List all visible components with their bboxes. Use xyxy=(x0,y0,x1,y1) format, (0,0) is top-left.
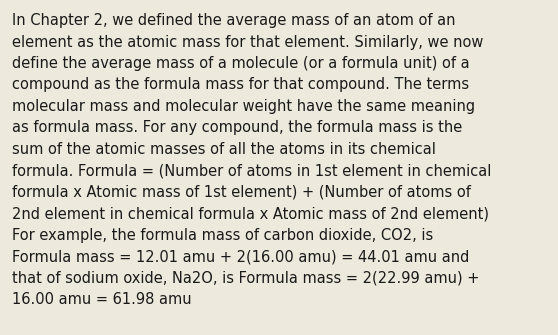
Text: as formula mass. For any compound, the formula mass is the: as formula mass. For any compound, the f… xyxy=(12,121,462,135)
Text: formula x Atomic mass of 1st element) + (Number of atoms of: formula x Atomic mass of 1st element) + … xyxy=(12,185,471,200)
Text: In Chapter 2, we defined the average mass of an atom of an: In Chapter 2, we defined the average mas… xyxy=(12,13,455,28)
Text: 16.00 amu = 61.98 amu: 16.00 amu = 61.98 amu xyxy=(12,292,191,308)
Text: 2nd element in chemical formula x Atomic mass of 2nd element): 2nd element in chemical formula x Atomic… xyxy=(12,206,489,221)
Text: Formula mass = 12.01 amu + 2(16.00 amu) = 44.01 amu and: Formula mass = 12.01 amu + 2(16.00 amu) … xyxy=(12,250,469,265)
Text: For example, the formula mass of carbon dioxide, CO2, is: For example, the formula mass of carbon … xyxy=(12,228,433,243)
Text: sum of the atomic masses of all the atoms in its chemical: sum of the atomic masses of all the atom… xyxy=(12,142,436,157)
Text: compound as the formula mass for that compound. The terms: compound as the formula mass for that co… xyxy=(12,77,469,92)
Text: define the average mass of a molecule (or a formula unit) of a: define the average mass of a molecule (o… xyxy=(12,56,470,71)
Text: formula. Formula = (Number of atoms in 1st element in chemical: formula. Formula = (Number of atoms in 1… xyxy=(12,163,492,179)
Text: element as the atomic mass for that element. Similarly, we now: element as the atomic mass for that elem… xyxy=(12,35,483,50)
Text: molecular mass and molecular weight have the same meaning: molecular mass and molecular weight have… xyxy=(12,99,475,114)
Text: that of sodium oxide, Na2O, is Formula mass = 2(22.99 amu) +: that of sodium oxide, Na2O, is Formula m… xyxy=(12,271,479,286)
